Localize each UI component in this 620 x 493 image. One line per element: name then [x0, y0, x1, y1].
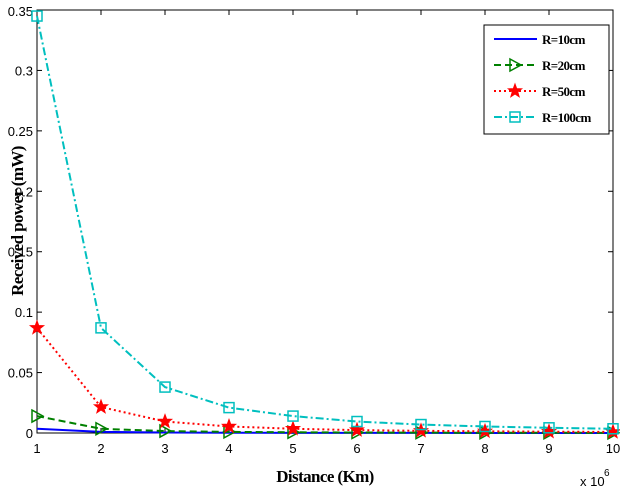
series-layer: [28, 10, 620, 441]
x-axis-exponent-power: 6: [604, 468, 610, 479]
star-marker-r-50cm: [156, 413, 174, 429]
square-marker-r-100cm: [509, 111, 521, 123]
legend-label-r-100cm: R=100cm: [542, 110, 591, 125]
star-marker-r-50cm: [284, 420, 302, 436]
triangle-marker-r-20cm: [95, 421, 109, 437]
y-tick-label: 0.15: [8, 245, 33, 260]
series-line-r-20cm: [36, 415, 614, 434]
y-axis-ticks: 0 0.05 0.1 0.15 0.2 0.25 0.3 0.35: [8, 4, 613, 441]
legend-label-r-10cm: R=10cm: [542, 32, 586, 47]
y-tick-label: 0.35: [8, 4, 33, 19]
square-marker-r-100cm: [543, 422, 555, 434]
x-tick-label: 3: [161, 441, 168, 456]
star-marker-r-50cm: [506, 82, 524, 98]
x-axis-ticks: 1 2 3 4 5 6 7 8 9 10: [33, 10, 620, 456]
triangle-marker-r-20cm: [509, 57, 523, 73]
y-tick-label: 0.2: [15, 184, 33, 199]
series-r-100cm: [31, 10, 619, 435]
square-marker-r-100cm: [607, 423, 619, 435]
square-marker-r-100cm: [479, 420, 491, 433]
x-tick-label: 6: [353, 441, 360, 456]
star-marker-r-50cm: [28, 319, 46, 335]
legend-item-r-50cm: R=50cm: [494, 82, 586, 99]
x-tick-label: 7: [417, 441, 424, 456]
x-axis-title: Distance (Km): [276, 467, 373, 486]
square-marker-r-100cm: [159, 381, 171, 393]
square-marker-r-100cm: [223, 401, 235, 414]
legend-label-r-50cm: R=50cm: [542, 84, 586, 99]
legend: R=10cm R=20cm R=50cm R=100cm: [483, 24, 610, 135]
x-tick-label: 10: [606, 441, 620, 456]
x-tick-label: 5: [289, 441, 296, 456]
x-tick-label: 4: [225, 441, 232, 456]
legend-item-r-20cm: R=20cm: [494, 57, 586, 73]
legend-box: [483, 24, 610, 135]
x-tick-label: 1: [33, 441, 40, 456]
y-tick-label: 0.3: [15, 63, 33, 78]
x-axis-exponent-label: x 10: [580, 474, 605, 489]
square-marker-r-100cm: [95, 322, 107, 334]
y-tick-label: 0.1: [15, 305, 33, 320]
triangle-marker-r-20cm: [159, 423, 173, 439]
square-marker-r-100cm: [31, 10, 43, 22]
y-axis-title: Received power (mW): [8, 146, 27, 296]
star-marker-r-50cm: [92, 398, 110, 414]
star-marker-r-50cm: [348, 421, 366, 437]
triangle-marker-r-20cm: [31, 408, 45, 424]
square-marker-r-100cm: [415, 418, 427, 431]
star-marker-r-50cm: [220, 418, 238, 434]
x-tick-label: 2: [97, 441, 104, 456]
y-tick-label: 0.25: [8, 124, 33, 139]
x-tick-label: 8: [481, 441, 488, 456]
series-r-50cm: [28, 319, 620, 439]
y-tick-label: 0: [26, 426, 33, 441]
legend-label-r-20cm: R=20cm: [542, 58, 586, 73]
square-marker-r-100cm: [351, 415, 363, 428]
legend-item-r-10cm: R=10cm: [494, 32, 586, 47]
square-marker-r-100cm: [287, 410, 299, 422]
y-tick-label: 0.05: [8, 366, 33, 381]
x-tick-label: 9: [545, 441, 552, 456]
legend-item-r-100cm: R=100cm: [494, 110, 592, 125]
